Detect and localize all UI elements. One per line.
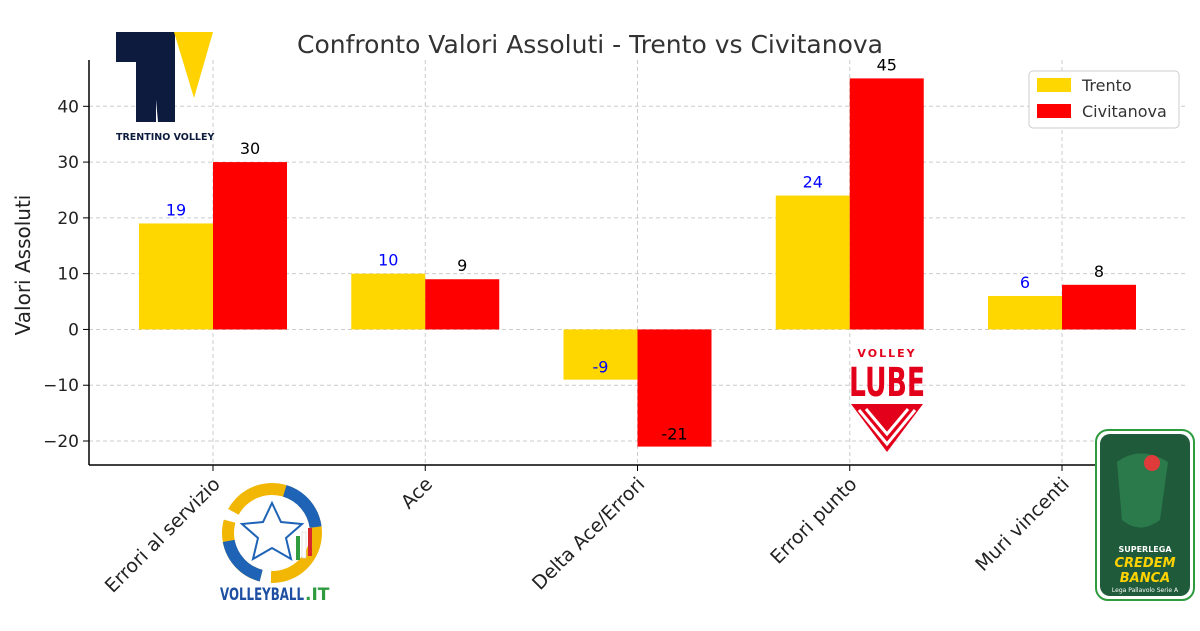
lube-logo-chevron-stripe-inner (864, 408, 910, 437)
y-axis-label: Valori Assoluti (11, 195, 35, 336)
superlega-logo-line4: Lega Pallavolo Serie A (1112, 587, 1179, 594)
bar-civitanova-0 (213, 162, 287, 330)
volleyball-logo-flag-green (296, 536, 300, 560)
bar-trento-2 (563, 329, 638, 380)
data-label: -9 (593, 358, 609, 377)
lube-logo-top-text: VOLLEY (857, 347, 916, 360)
y-tick-label: 10 (57, 265, 79, 285)
data-label: 9 (457, 256, 467, 275)
bar-trento-1 (351, 273, 426, 330)
superlega-logo: SUPERLEGA CREDEM BANCA Lega Pallavolo Se… (1095, 429, 1195, 601)
volleyball-logo-star (239, 500, 305, 562)
volleyball-logo-flag-white (301, 531, 307, 559)
volleyball-logo-text: VOLLEYBALL (220, 585, 304, 605)
superlega-logo-line2: CREDEM (1114, 556, 1175, 571)
bar-civitanova-1 (425, 279, 500, 330)
volleyball-logo-flag-red (308, 528, 312, 556)
bar-trento-0 (139, 223, 213, 330)
chart-title: Confronto Valori Assoluti - Trento vs Ci… (297, 30, 883, 59)
bar-layer (139, 78, 1136, 447)
legend-label-civitanova: Civitanova (1082, 102, 1167, 121)
bar-civitanova-4 (1062, 284, 1136, 330)
bar-civitanova-3 (849, 78, 924, 330)
y-tick-label: 40 (57, 97, 79, 117)
y-tick-label: −10 (43, 376, 79, 396)
data-label: 6 (1020, 273, 1030, 292)
y-tick-label: −20 (43, 432, 79, 452)
bar-civitanova-2 (637, 329, 712, 447)
data-label: 19 (166, 200, 186, 219)
lube-logo: VOLLEY LUBE (849, 347, 925, 452)
lube-logo-chevron (851, 404, 923, 452)
data-label: 8 (1094, 262, 1104, 281)
data-label: 10 (378, 251, 398, 270)
bar-trento-3 (775, 195, 850, 330)
lube-logo-main-text: LUBE (849, 360, 925, 406)
legend-swatch-civitanova (1037, 104, 1071, 118)
x-tick-label: Errori punto (766, 473, 861, 568)
superlega-logo-line1: SUPERLEGA (1118, 545, 1172, 554)
data-label: 45 (877, 55, 897, 74)
y-tick-label: 20 (57, 209, 79, 229)
y-tick-label: 0 (68, 320, 79, 340)
trentino-volley-logo: TRENTINO VOLLEY (116, 32, 214, 143)
volleyball-logo-suffix: .IT (305, 585, 330, 605)
y-tick-label: 30 (57, 153, 79, 173)
trentino-logo-v-left (150, 32, 175, 122)
data-label: 30 (240, 139, 260, 158)
volleyball-it-logo: VOLLEYBALL .IT (220, 483, 330, 605)
bar-trento-4 (988, 295, 1062, 330)
x-tick-label: Muri vincenti (971, 473, 1074, 576)
x-tick-label: Errori al servizio (101, 473, 225, 597)
trentino-logo-text: TRENTINO VOLLEY (116, 132, 214, 143)
superlega-logo-line3: BANCA (1120, 571, 1170, 586)
data-label: 24 (803, 173, 823, 192)
trentino-logo-v-right (174, 32, 213, 98)
superlega-logo-ball (1144, 455, 1160, 471)
data-label: -21 (661, 425, 687, 444)
superlega-logo-player-silhouette (1117, 453, 1168, 528)
volleyball-logo-ring-yellow (222, 483, 322, 583)
x-tick-label: Ace (397, 473, 437, 513)
label-layer: 19 10 -9 24 6 30 9 -21 45 8 (166, 55, 1104, 443)
legend-label-trento: Trento (1081, 76, 1132, 95)
legend-swatch-trento (1037, 78, 1071, 92)
lube-logo-chevron-stripe (857, 409, 917, 447)
x-tick-label: Delta Ace/Errori (528, 473, 649, 594)
trentino-logo-t-shape (116, 32, 156, 122)
legend: Trento Civitanova (1028, 70, 1180, 129)
